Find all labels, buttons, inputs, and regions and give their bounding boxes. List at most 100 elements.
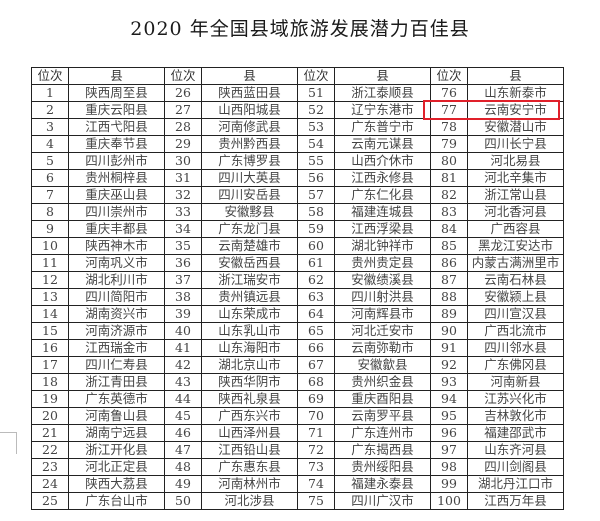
- county-cell: 福建永泰县: [334, 475, 431, 493]
- county-cell: 广东博罗县: [201, 152, 298, 170]
- rank-cell: 29: [164, 135, 202, 153]
- table-row: 12 湖北利川市 37 浙江瑞安市 62 安徽绩溪县 87 云南石林县: [31, 271, 564, 289]
- county-cell: 河南林州市: [201, 475, 298, 493]
- county-cell: 四川安岳县: [201, 186, 298, 204]
- rank-cell: 64: [297, 305, 335, 323]
- county-cell: 广东揭西县: [334, 441, 431, 459]
- county-cell: 江西铅山县: [201, 441, 298, 459]
- rank-cell: 59: [297, 220, 335, 238]
- table-row: 22 浙江开化县 47 江西铅山县 72 广东揭西县 97 山东齐河县: [31, 441, 564, 459]
- rank-cell: 19: [31, 390, 69, 408]
- ranking-table: 位次 县 位次 县 位次 县 位次 县 1 陕西周至县 26 陕西蓝田县 51 浙江泰顺县…: [31, 67, 564, 510]
- highlight-box: [423, 100, 560, 120]
- county-cell: 河南新县: [467, 373, 564, 391]
- rank-cell: 47: [164, 441, 202, 459]
- county-cell: 浙江泰顺县: [334, 84, 431, 102]
- table-row: 25 广东台山市 50 河北涉县 75 四川广汉市 100 江西万年县: [31, 492, 564, 510]
- rank-cell: 41: [164, 339, 202, 357]
- county-cell: 河北辛集市: [467, 169, 564, 187]
- table-row: 11 河南巩义市 36 安徽岳西县 61 贵州贵定县 86 内蒙古满洲里市: [31, 254, 564, 272]
- rank-cell: 95: [430, 407, 468, 425]
- rank-cell: 100: [430, 492, 468, 510]
- county-cell: 四川崇州市: [68, 203, 165, 221]
- rank-cell: 44: [164, 390, 202, 408]
- rank-cell: 78: [430, 118, 468, 136]
- rank-cell: 10: [31, 237, 69, 255]
- county-cell: 四川仁寿县: [68, 356, 165, 374]
- rank-cell: 8: [31, 203, 69, 221]
- county-cell: 四川邻水县: [467, 339, 564, 357]
- county-cell: 重庆奉节县: [68, 135, 165, 153]
- table-row: 7 重庆巫山县 32 四川安岳县 57 广东仁化县 82 浙江常山县: [31, 186, 564, 204]
- rank-cell: 80: [430, 152, 468, 170]
- divider: [0, 432, 16, 433]
- rank-cell: 36: [164, 254, 202, 272]
- rank-cell: 79: [430, 135, 468, 153]
- county-cell: 重庆酉阳县: [334, 390, 431, 408]
- rank-cell: 46: [164, 424, 202, 442]
- rank-cell: 69: [297, 390, 335, 408]
- table-row: 14 湖南资兴市 39 山东荣成市 64 河南辉县市 89 四川宣汉县: [31, 305, 564, 323]
- rank-cell: 13: [31, 288, 69, 306]
- rank-cell: 17: [31, 356, 69, 374]
- rank-cell: 56: [297, 169, 335, 187]
- rank-cell: 65: [297, 322, 335, 340]
- county-cell: 河南修武县: [201, 118, 298, 136]
- county-cell: 吉林敦化市: [467, 407, 564, 425]
- county-cell: 四川射洪县: [334, 288, 431, 306]
- county-cell: 广东普宁市: [334, 118, 431, 136]
- county-cell: 陕西蓝田县: [201, 84, 298, 102]
- rank-cell: 7: [31, 186, 69, 204]
- county-cell: 四川广汉市: [334, 492, 431, 510]
- rank-cell: 62: [297, 271, 335, 289]
- rank-cell: 22: [31, 441, 69, 459]
- county-cell: 广东龙门县: [201, 220, 298, 238]
- rank-cell: 33: [164, 203, 202, 221]
- county-cell: 四川长宁县: [467, 135, 564, 153]
- county-cell: 贵州黔西县: [201, 135, 298, 153]
- rank-cell: 60: [297, 237, 335, 255]
- table-row: 16 江西瑞金市 41 山东海阳市 66 云南弥勒市 91 四川邻水县: [31, 339, 564, 357]
- county-cell: 江苏兴化市: [467, 390, 564, 408]
- header-rank: 位次: [297, 67, 335, 85]
- county-cell: 山东齐河县: [467, 441, 564, 459]
- divider: [16, 432, 17, 454]
- rank-cell: 4: [31, 135, 69, 153]
- county-cell: 湖南资兴市: [68, 305, 165, 323]
- rank-cell: 39: [164, 305, 202, 323]
- rank-cell: 51: [297, 84, 335, 102]
- rank-cell: 27: [164, 101, 202, 119]
- county-cell: 山东荣成市: [201, 305, 298, 323]
- county-cell: 山西介休市: [334, 152, 431, 170]
- rank-cell: 61: [297, 254, 335, 272]
- rank-cell: 11: [31, 254, 69, 272]
- table-row: 6 贵州桐梓县 31 四川大英县 56 江西永修县 81 河北辛集市: [31, 169, 564, 187]
- rank-cell: 23: [31, 458, 69, 476]
- county-cell: 河南鲁山县: [68, 407, 165, 425]
- county-cell: 广西北流市: [467, 322, 564, 340]
- county-cell: 湖北京山市: [201, 356, 298, 374]
- rank-cell: 43: [164, 373, 202, 391]
- county-cell: 广东英德市: [68, 390, 165, 408]
- county-cell: 广西东兴市: [201, 407, 298, 425]
- header-rank: 位次: [31, 67, 69, 85]
- county-cell: 安徽绩溪县: [334, 271, 431, 289]
- county-cell: 广东台山市: [68, 492, 165, 510]
- rank-cell: 89: [430, 305, 468, 323]
- county-cell: 江西万年县: [467, 492, 564, 510]
- table-header-row: 位次 县 位次 县 位次 县 位次 县: [31, 67, 564, 85]
- county-cell: 山东乳山市: [201, 322, 298, 340]
- county-cell: 贵州绥阳县: [334, 458, 431, 476]
- rank-cell: 58: [297, 203, 335, 221]
- county-cell: 河北香河县: [467, 203, 564, 221]
- county-cell: 广东惠东县: [201, 458, 298, 476]
- rank-cell: 42: [164, 356, 202, 374]
- county-cell: 山东海阳市: [201, 339, 298, 357]
- county-cell: 贵州织金县: [334, 373, 431, 391]
- header-county: 县: [467, 67, 564, 85]
- rank-cell: 70: [297, 407, 335, 425]
- rank-cell: 25: [31, 492, 69, 510]
- rank-cell: 90: [430, 322, 468, 340]
- rank-cell: 9: [31, 220, 69, 238]
- rank-cell: 72: [297, 441, 335, 459]
